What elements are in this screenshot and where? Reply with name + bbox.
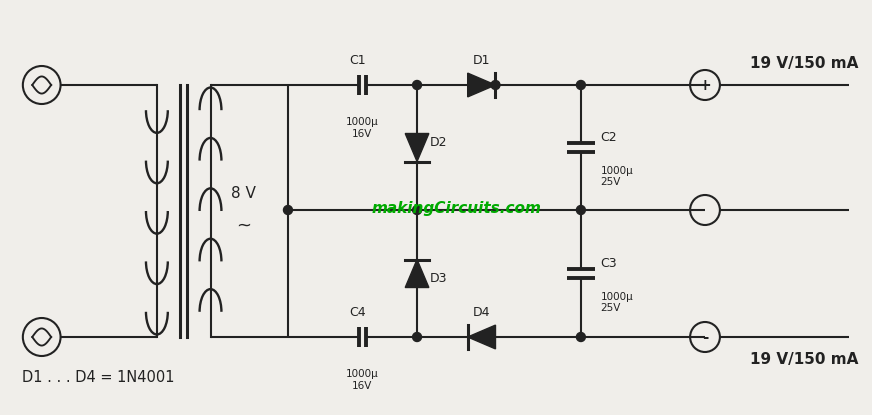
Text: 1000μ
16V: 1000μ 16V	[346, 117, 378, 139]
Text: D2: D2	[430, 136, 447, 149]
Text: 1000μ
25V: 1000μ 25V	[601, 166, 633, 187]
Text: 1000μ
25V: 1000μ 25V	[601, 291, 633, 313]
Circle shape	[412, 332, 421, 342]
Text: +: +	[698, 78, 712, 93]
Text: 1000μ
16V: 1000μ 16V	[346, 369, 378, 391]
Polygon shape	[467, 73, 495, 97]
Text: 19 V/150 mA: 19 V/150 mA	[750, 56, 859, 71]
Circle shape	[283, 205, 292, 215]
Text: C4: C4	[349, 306, 365, 319]
Text: 19 V/150 mA: 19 V/150 mA	[750, 352, 859, 366]
Text: ~: ~	[235, 217, 251, 235]
Text: D1 . . . D4 = 1N4001: D1 . . . D4 = 1N4001	[22, 369, 174, 385]
Circle shape	[576, 81, 585, 90]
Circle shape	[491, 81, 500, 90]
Text: D3: D3	[430, 272, 447, 285]
Circle shape	[412, 205, 421, 215]
Text: 8 V: 8 V	[231, 186, 255, 200]
Text: C2: C2	[601, 131, 617, 144]
Polygon shape	[405, 134, 429, 161]
Circle shape	[412, 81, 421, 90]
Circle shape	[576, 332, 585, 342]
Circle shape	[576, 205, 585, 215]
Text: C3: C3	[601, 257, 617, 270]
Text: D1: D1	[473, 54, 490, 67]
Text: makingCircuits.com: makingCircuits.com	[371, 200, 542, 215]
Polygon shape	[467, 325, 495, 349]
Text: C1: C1	[349, 54, 365, 67]
Text: -: -	[702, 330, 708, 344]
Text: D4: D4	[473, 306, 490, 319]
Polygon shape	[405, 259, 429, 288]
